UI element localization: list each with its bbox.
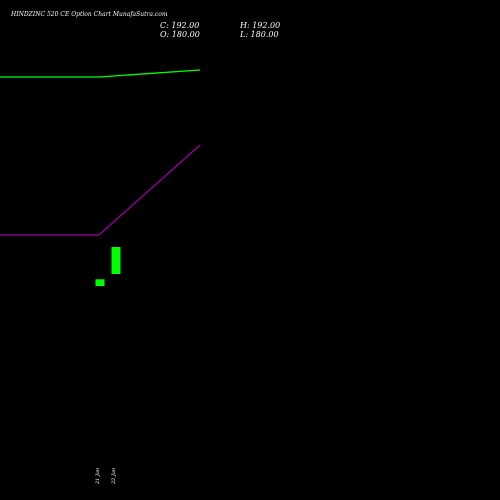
x-tick-label: 21 Jan	[95, 468, 101, 485]
open-value: O: 180.00	[160, 30, 200, 39]
indicator-line-2	[0, 144, 201, 236]
close-value: C: 192.00	[160, 21, 200, 30]
high-value: H: 192.00	[240, 21, 281, 30]
candle-2	[111, 247, 121, 274]
x-tick-label: 22 Jan	[111, 468, 117, 485]
indicator-line-1	[0, 69, 201, 78]
candle-1	[95, 279, 105, 287]
chart-title: HINDZINC 520 CE Option Chart MunafaSutra…	[11, 11, 168, 18]
low-value: L: 180.00	[240, 30, 279, 39]
